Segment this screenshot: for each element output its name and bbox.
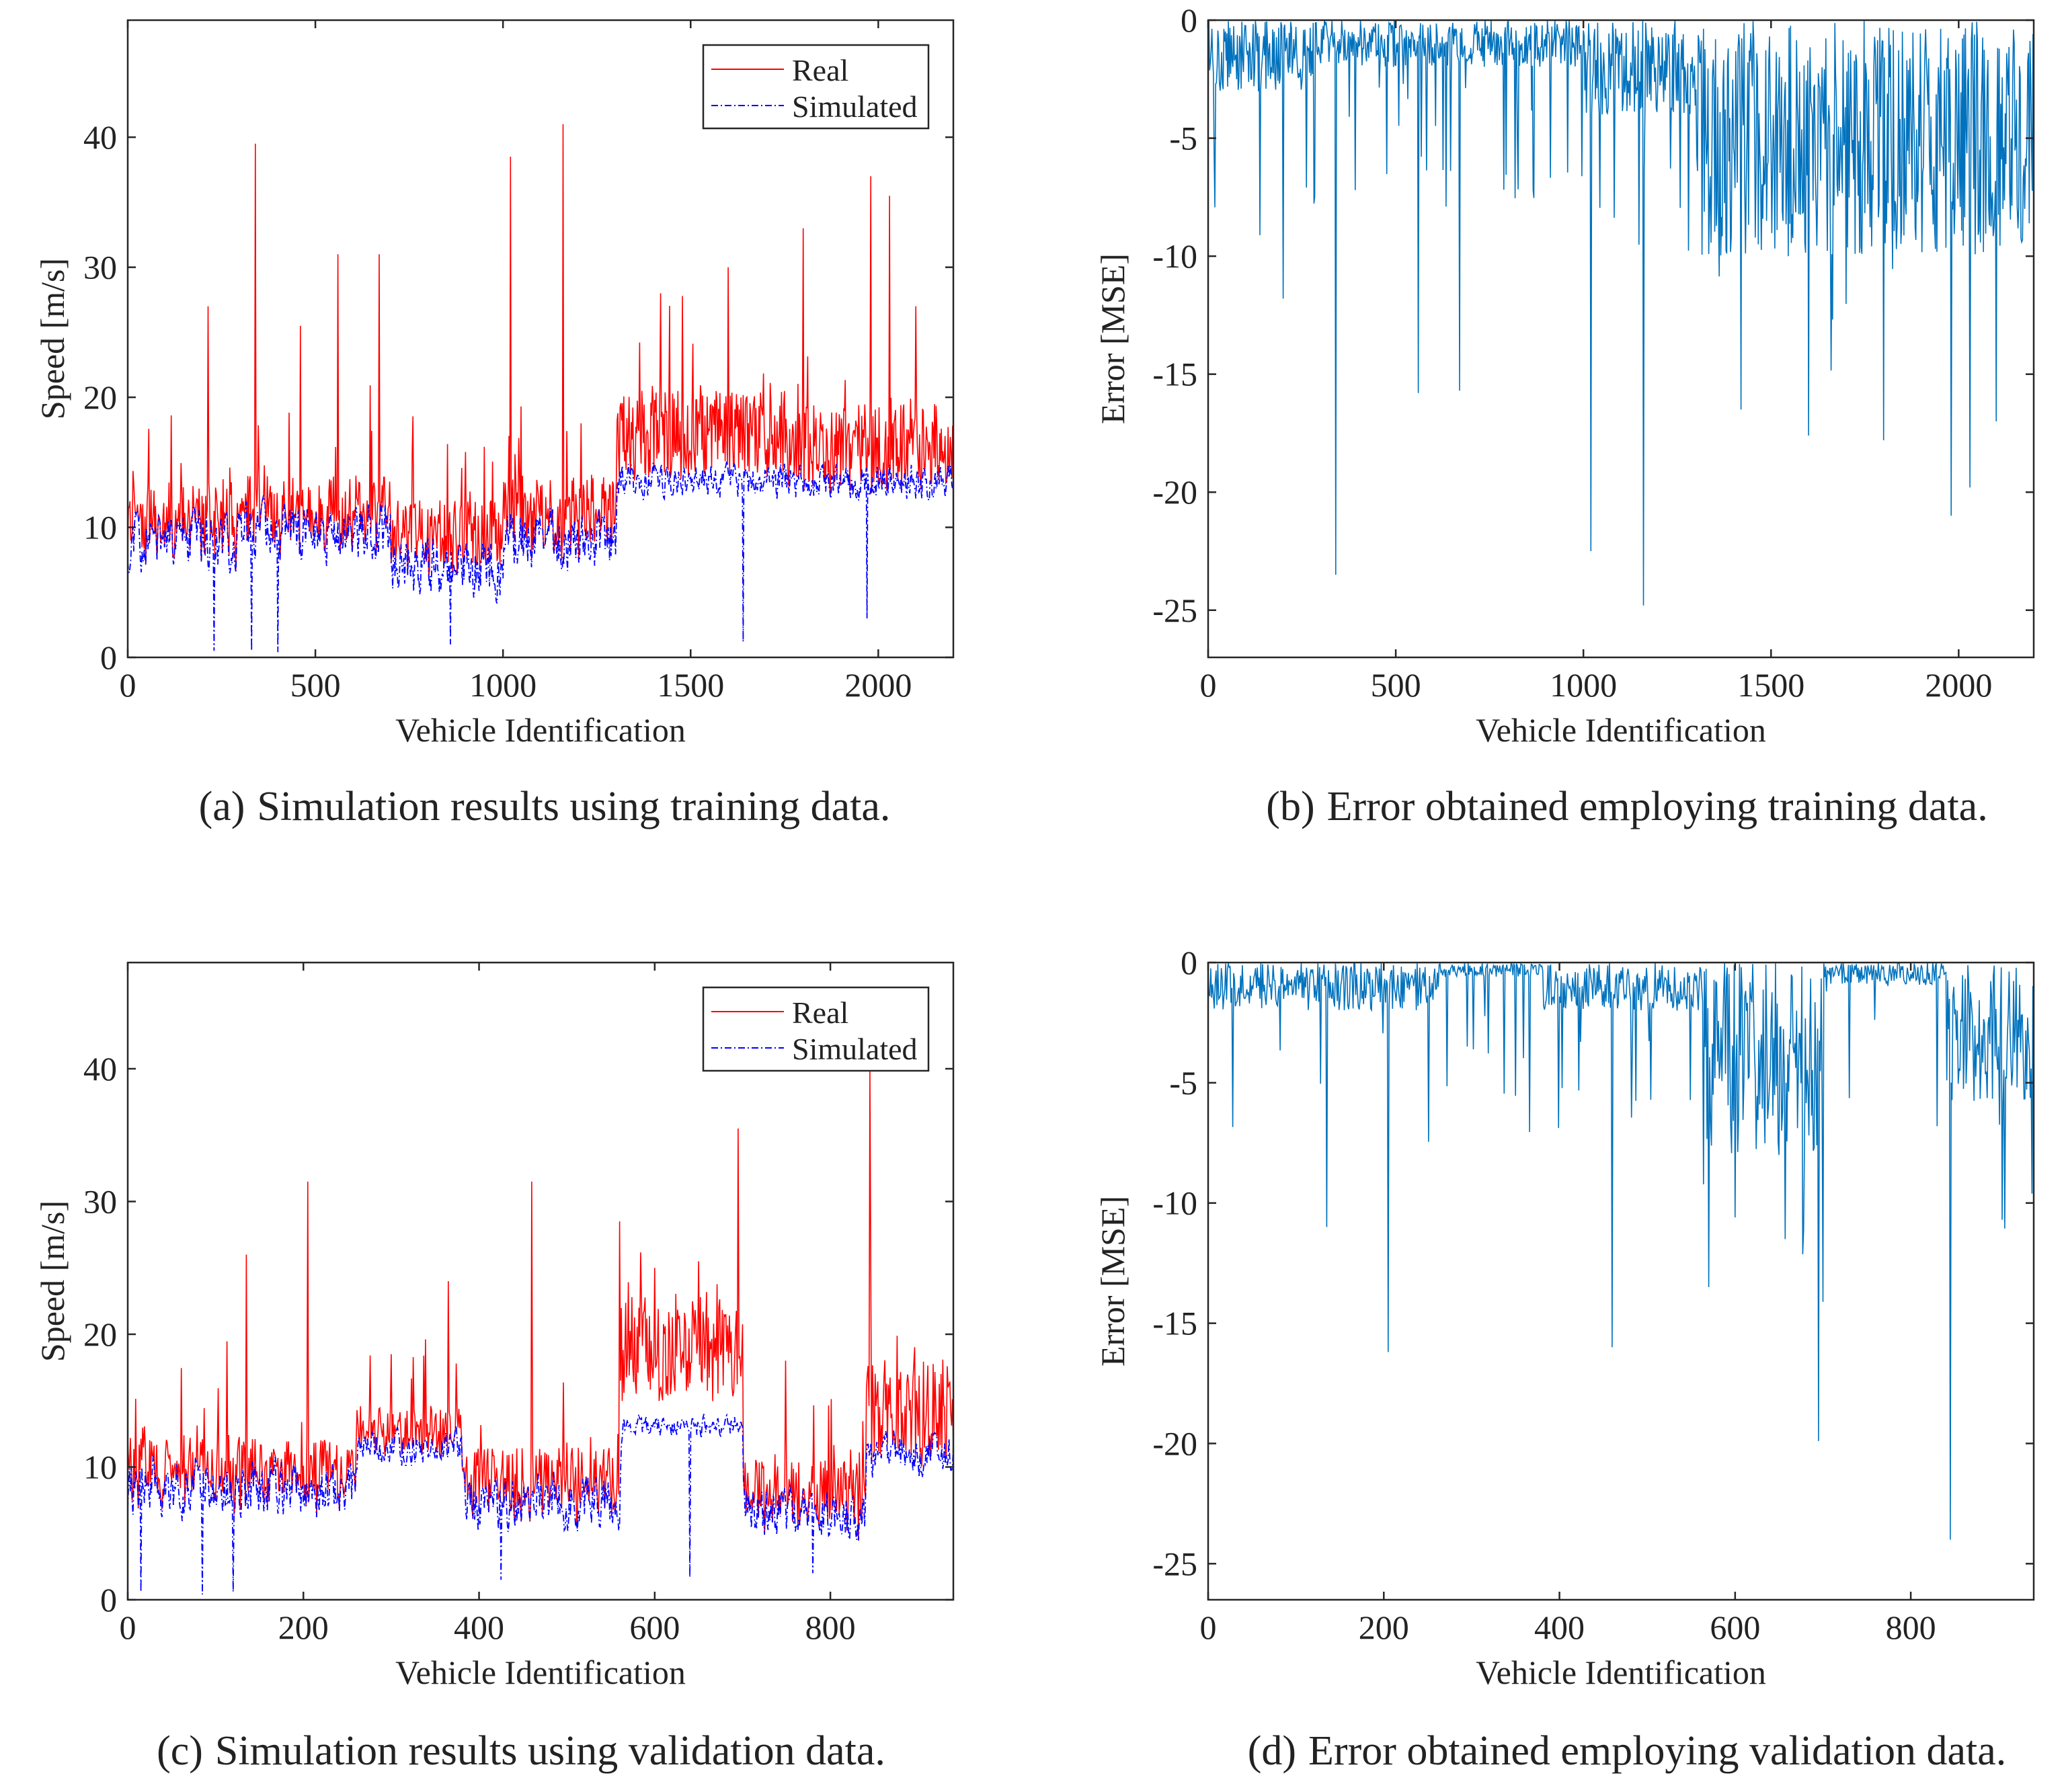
legend-box-c: [702, 986, 930, 1072]
axes-box-c: [126, 961, 955, 1601]
x-tick-label-d-3: 600: [1710, 1608, 1760, 1646]
plot-area-d: [1208, 963, 2034, 1600]
panel-b: 0 500 1000 1500 2000 0 -5 -10 -15 -20 -25 Vehicle I…: [1094, 1, 2035, 749]
x-tick-label-b-4: 2000: [1925, 666, 1992, 704]
plot-area-b: [1208, 20, 2034, 657]
caption-c: (c) Simulation results using validation d…: [157, 1728, 885, 1774]
y-tick-label-b-5: -25: [1152, 592, 1197, 629]
caption-c-label: (c): [157, 1728, 203, 1774]
y-tick-label-c-4: 40: [83, 1050, 117, 1088]
y-axis-label-b: Error [MSE]: [1094, 253, 1131, 424]
x-tick-label-d-1: 200: [1359, 1608, 1409, 1646]
panel-c: 0 200 400 600 800 0 10 20 30 40 Vehicle Identifica…: [34, 961, 955, 1691]
y-tick-label-a-3: 30: [83, 249, 117, 286]
legend-label-c-1: Simulated: [792, 1032, 918, 1066]
y-tick-label-c-0: 0: [100, 1581, 117, 1619]
y-tick-label-c-1: 10: [83, 1449, 117, 1486]
y-tick-label-a-4: 40: [83, 118, 117, 156]
caption-d-text: Error obtained employing validation data…: [1308, 1728, 2006, 1774]
y-tick-label-a-1: 10: [83, 509, 117, 546]
series-simulated-a: [127, 460, 954, 653]
x-tick-label-b-0: 0: [1200, 666, 1217, 704]
series-real-c: [127, 1068, 954, 1541]
caption-d-label: (d): [1248, 1728, 1296, 1774]
caption-a: (a) Simulation results using training dat…: [199, 784, 891, 829]
x-tick-label-c-2: 400: [454, 1608, 504, 1646]
y-tick-label-d-2: -10: [1152, 1184, 1197, 1222]
caption-c-text: Simulation results using validation data…: [215, 1728, 885, 1774]
x-tick-label-a-2: 1000: [469, 666, 537, 704]
y-tick-label-d-5: -25: [1152, 1545, 1197, 1582]
caption-b: (b) Error obtained employing training dat…: [1266, 784, 1987, 829]
series-error-b: [1207, 19, 2034, 606]
x-tick-label-d-0: 0: [1200, 1608, 1217, 1646]
caption-b-text: Error obtained employing training data.: [1327, 784, 1988, 829]
caption-a-text: Simulation results using training data.: [257, 784, 890, 829]
axes-box-d: [1207, 961, 2035, 1601]
y-axis-label-d: Error [MSE]: [1094, 1196, 1131, 1367]
y-tick-label-b-4: -20: [1152, 473, 1197, 511]
y-tick-label-d-1: -5: [1169, 1064, 1197, 1102]
x-tick-label-c-0: 0: [120, 1608, 136, 1646]
x-tick-label-c-3: 600: [629, 1608, 680, 1646]
x-tick-label-a-1: 500: [290, 666, 341, 704]
y-tick-label-b-1: -5: [1169, 120, 1197, 157]
caption-a-label: (a): [199, 784, 245, 829]
series-error-d: [1207, 961, 2034, 1540]
panel-a: 0 500 1000 1500 2000 0 10 20 30 40 Vehicle Identif…: [34, 19, 955, 749]
y-tick-label-b-2: -10: [1152, 237, 1197, 275]
y-tick-label-d-4: -20: [1152, 1424, 1197, 1462]
legend-label-a-1: Simulated: [792, 89, 918, 124]
y-tick-label-c-3: 30: [83, 1183, 117, 1221]
x-tick-label-d-2: 400: [1534, 1608, 1585, 1646]
x-tick-label-d-4: 800: [1886, 1608, 1936, 1646]
x-axis-label-c: Vehicle Identification: [395, 1654, 686, 1691]
y-axis-label-a: Speed [m/s]: [34, 258, 71, 419]
x-tick-label-b-2: 1000: [1550, 666, 1617, 704]
x-axis-label-d: Vehicle Identification: [1476, 1654, 1766, 1691]
legend-box-a: [702, 44, 930, 130]
caption-b-label: (b): [1266, 784, 1314, 829]
x-tick-label-a-0: 0: [120, 666, 136, 704]
x-axis-label-a: Vehicle Identification: [395, 711, 686, 749]
x-tick-label-a-4: 2000: [844, 666, 912, 704]
legend-label-a-0: Real: [792, 53, 848, 87]
y-tick-label-b-3: -15: [1152, 356, 1197, 393]
series-real-a: [127, 124, 954, 577]
y-tick-label-c-2: 20: [83, 1315, 117, 1353]
x-axis-label-b: Vehicle Identification: [1476, 711, 1766, 749]
x-tick-label-b-3: 1500: [1737, 666, 1804, 704]
y-tick-label-d-3: -15: [1152, 1305, 1197, 1342]
axes-box-a: [126, 19, 955, 659]
x-tick-label-a-3: 1500: [657, 666, 724, 704]
x-tick-label-b-1: 500: [1371, 666, 1421, 704]
series-simulated-c: [127, 1413, 954, 1595]
x-tick-label-c-4: 800: [805, 1608, 856, 1646]
y-axis-label-c: Speed [m/s]: [34, 1200, 71, 1362]
axes-box-b: [1207, 19, 2035, 659]
caption-d: (d) Error obtained employing validation d…: [1248, 1728, 2007, 1774]
x-tick-label-c-1: 200: [278, 1608, 329, 1646]
panel-d: 0 200 400 600 800 0 -5 -10 -15 -20 -25 Vehicle Iden…: [1094, 944, 2035, 1691]
y-tick-label-a-0: 0: [100, 639, 117, 676]
y-tick-label-d-0: 0: [1181, 944, 1197, 981]
y-tick-label-a-2: 20: [83, 378, 117, 416]
y-tick-label-b-0: 0: [1181, 1, 1197, 39]
legend-label-c-0: Real: [792, 995, 848, 1030]
